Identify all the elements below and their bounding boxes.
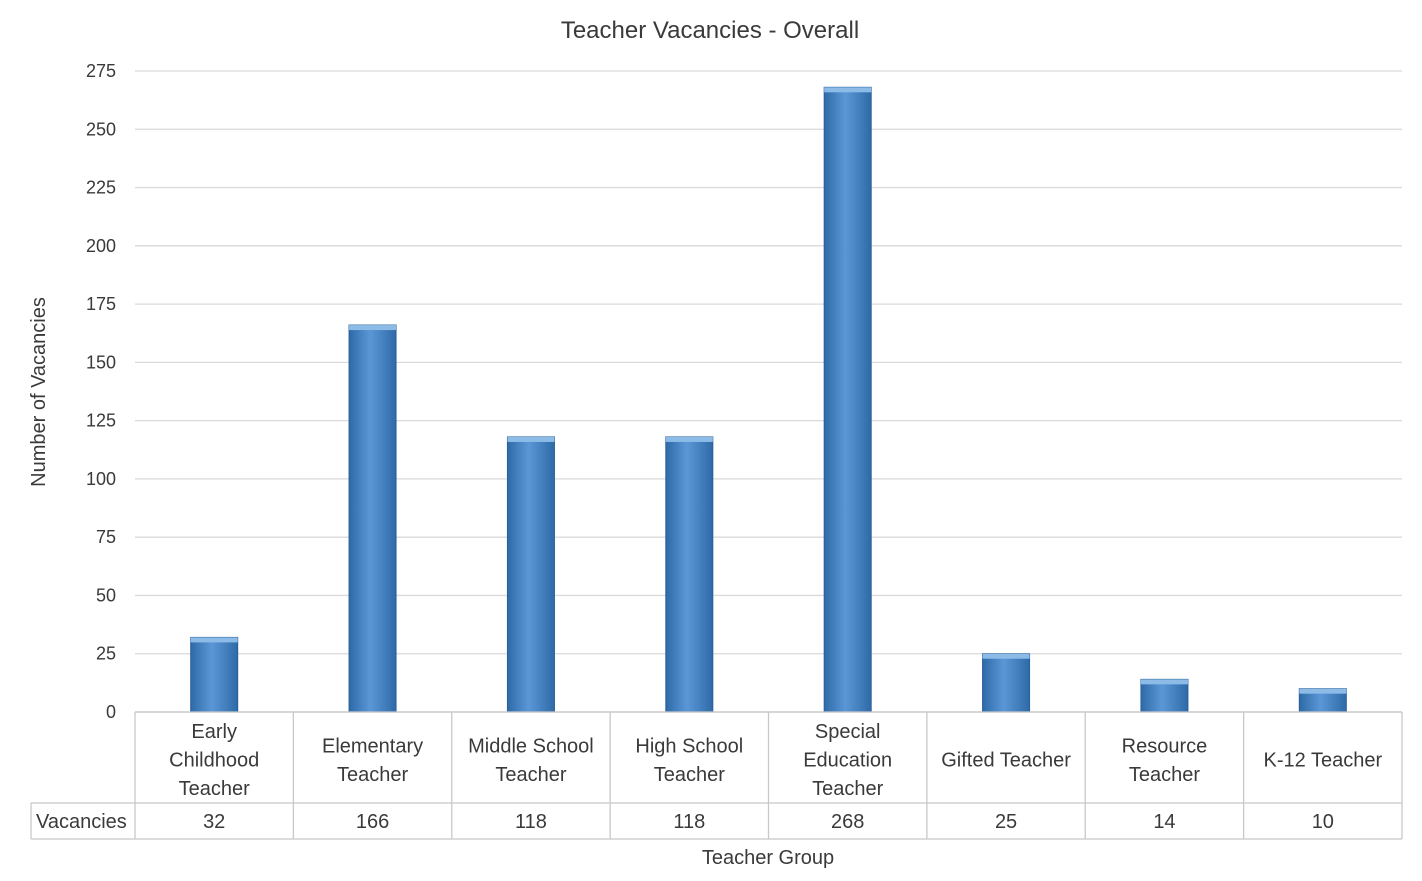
bar xyxy=(982,653,1031,713)
y-tick-label: 100 xyxy=(86,469,116,489)
y-tick-label: 125 xyxy=(86,411,116,431)
y-tick-label: 150 xyxy=(86,352,116,372)
bar xyxy=(190,636,239,713)
y-tick-label: 200 xyxy=(86,236,116,256)
bar-top-highlight xyxy=(824,87,872,93)
x-axis-title: Teacher Group xyxy=(702,847,834,869)
category-label: Early Childhood Teacher xyxy=(169,721,259,800)
table-value: 118 xyxy=(673,811,705,833)
y-tick-label: 0 xyxy=(106,702,116,722)
chart-title: Teacher Vacancies - Overall xyxy=(561,17,859,44)
data-table: Early Childhood Teacher Elementary Teacher Mi… xyxy=(30,711,1403,840)
bar-top-highlight xyxy=(665,436,713,442)
table-value: 118 xyxy=(515,811,547,833)
table-value: 10 xyxy=(1312,811,1334,833)
y-tick-label: 75 xyxy=(96,527,116,547)
y-tick-label: 275 xyxy=(86,61,116,81)
y-tick-label: 25 xyxy=(96,644,116,664)
y-axis-title: Number of Vacancies xyxy=(28,297,50,487)
bar-top-highlight xyxy=(507,436,555,442)
category-label: Gifted Teacher xyxy=(941,750,1071,772)
category-label: Middle School Teacher xyxy=(468,735,594,786)
bar xyxy=(665,436,714,713)
bar-top-highlight xyxy=(349,325,397,331)
bar xyxy=(506,436,555,713)
y-axis-ticks: 0 25 50 75 100 125 150 175 200 225 250 275 xyxy=(86,61,116,722)
category-label: K-12 Teacher xyxy=(1264,750,1383,772)
bars xyxy=(190,86,1347,713)
category-label: Resource Teacher xyxy=(1122,735,1208,786)
table-value: 25 xyxy=(995,811,1017,833)
bar-top-highlight xyxy=(190,637,238,643)
y-tick-label: 225 xyxy=(86,178,116,198)
table-value: 166 xyxy=(356,811,389,833)
bar xyxy=(823,86,872,713)
table-row-label: Vacancies xyxy=(36,811,127,833)
bar-top-highlight xyxy=(1299,688,1347,694)
gridlines xyxy=(135,70,1402,713)
bar xyxy=(348,324,397,713)
category-label: Special Education Teacher xyxy=(803,721,892,800)
table-value: 14 xyxy=(1153,811,1175,833)
table-value: 268 xyxy=(831,811,864,833)
bar xyxy=(1140,678,1189,713)
category-label: High School Teacher xyxy=(635,735,743,786)
bar-top-highlight xyxy=(1140,679,1188,685)
y-tick-label: 175 xyxy=(86,294,116,314)
y-tick-label: 50 xyxy=(96,585,116,605)
table-value: 32 xyxy=(203,811,225,833)
category-label: Elementary Teacher xyxy=(322,735,423,786)
bar-top-highlight xyxy=(982,653,1030,659)
y-tick-label: 250 xyxy=(86,119,116,139)
